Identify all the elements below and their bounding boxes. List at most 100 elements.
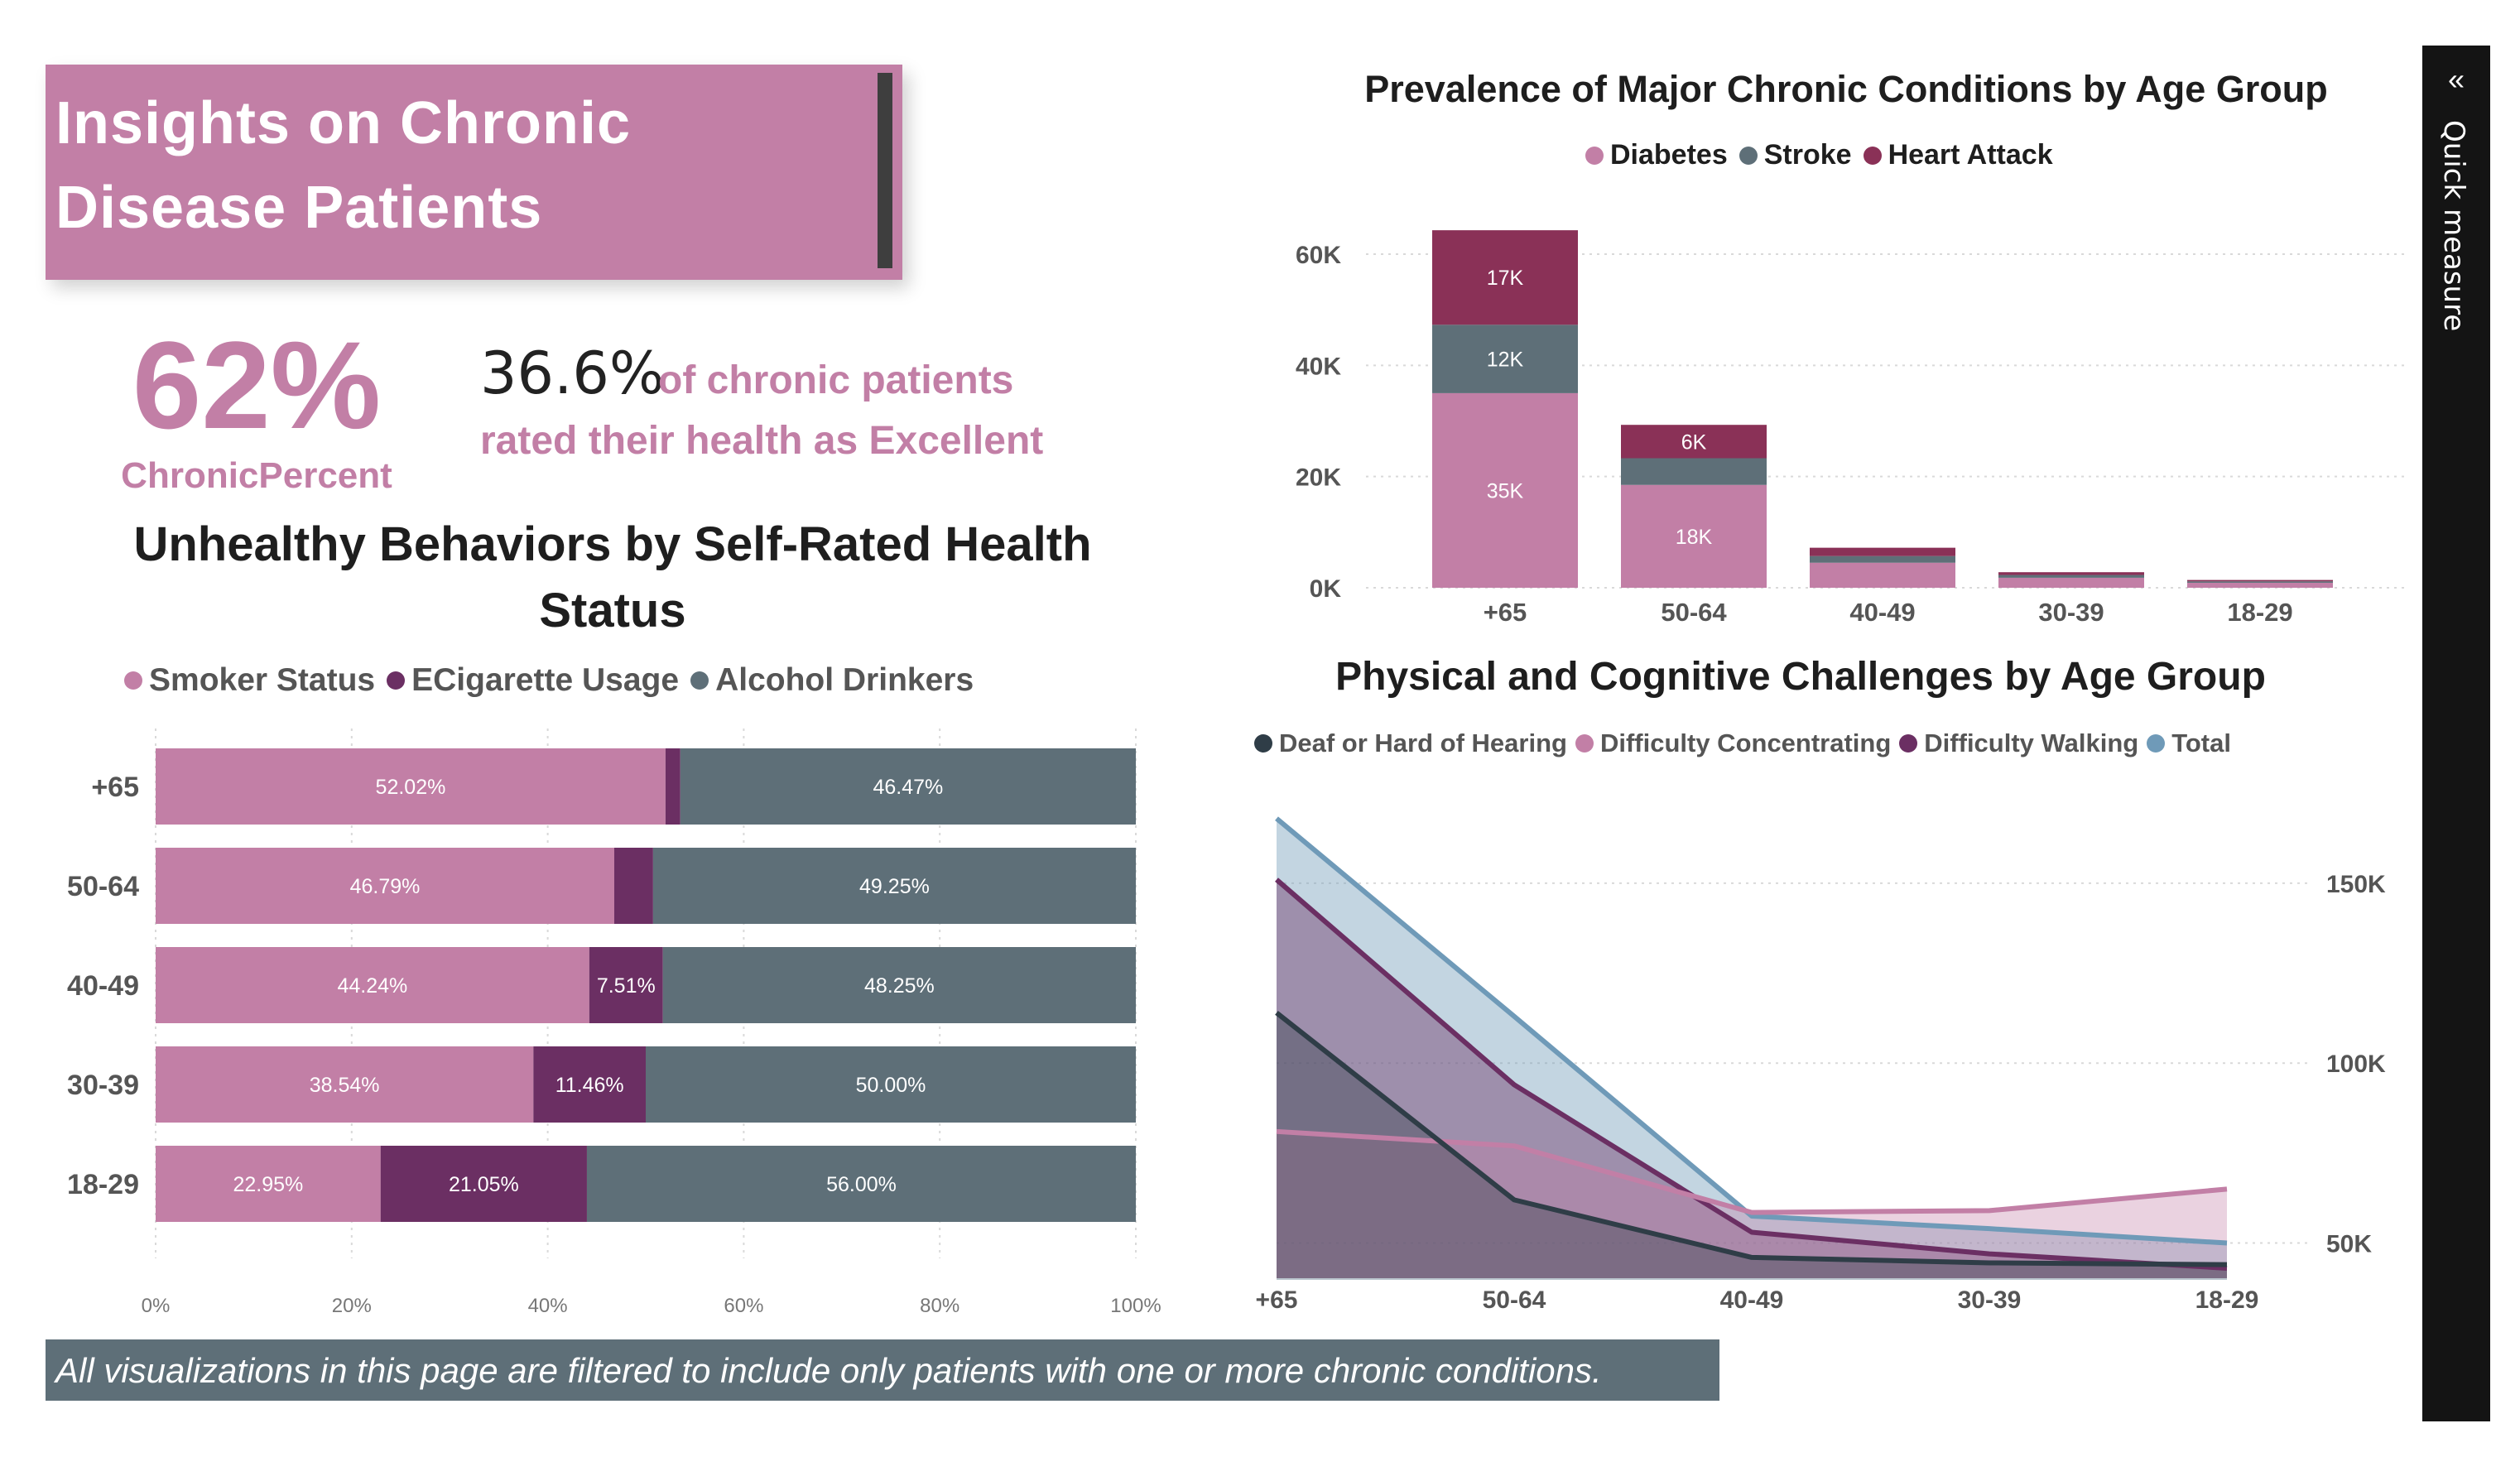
- data-label: 49.25%: [859, 875, 930, 898]
- bar-segment[interactable]: [586, 1146, 1136, 1222]
- data-label: 44.24%: [338, 974, 408, 998]
- data-label: 50.00%: [856, 1074, 926, 1097]
- kpi-excellent-text-line1: of chronic patients: [658, 358, 1014, 402]
- behaviors-chart-title-line1: Unhealthy Behaviors by Self-Rated Health: [133, 517, 1092, 571]
- data-label: 22.95%: [233, 1173, 303, 1196]
- legend-label: ECigarette Usage: [411, 662, 680, 698]
- kpi-excellent-value: 36.6%: [480, 339, 665, 407]
- bar-segment[interactable]: [652, 848, 1136, 924]
- quick-measure-label: Quick measure: [2437, 120, 2470, 332]
- bar-segment[interactable]: [1810, 562, 1955, 588]
- data-label: 48.25%: [864, 974, 935, 998]
- area-fill: [1277, 879, 2227, 1279]
- bar-segment[interactable]: [1998, 572, 2144, 575]
- challenges-chart-title: Physical and Cognitive Challenges by Age…: [1335, 655, 2266, 699]
- prevalence-legend: Diabetes Stroke Heart Attack: [1585, 139, 2065, 171]
- bar-segment[interactable]: [1621, 425, 1767, 459]
- data-label: 21.05%: [449, 1173, 519, 1196]
- data-label: 35K: [1487, 479, 1524, 502]
- behaviors-chart[interactable]: 0% 20% 40% 60% 80% 100% +65 52.02% 46.47% 50-64 46…: [0, 712, 1192, 1333]
- prevalence-chart-title: Prevalence of Major Chronic Conditions b…: [1364, 68, 2328, 110]
- data-label: 17K: [1487, 267, 1524, 290]
- legend-item-deaf[interactable]: Deaf or Hard of Hearing: [1254, 728, 1567, 758]
- bar-segment[interactable]: [665, 748, 680, 825]
- data-label: 7.51%: [597, 974, 656, 998]
- bar-segment[interactable]: [1998, 575, 2144, 578]
- bar-segment[interactable]: [662, 947, 1136, 1023]
- page-title-line1: Insights on Chronic: [55, 90, 631, 156]
- legend-item-ecigarette[interactable]: ECigarette Usage: [387, 662, 679, 699]
- bar-segment[interactable]: [533, 1046, 646, 1123]
- bar-segment[interactable]: [156, 748, 666, 825]
- data-label: 56.00%: [826, 1173, 897, 1196]
- bar-segment[interactable]: [1432, 230, 1578, 325]
- bar-segment[interactable]: [2187, 581, 2333, 583]
- series-line[interactable]: [1275, 816, 2228, 1246]
- legend-dot-icon: [124, 671, 142, 690]
- legend-dot-icon: [690, 671, 709, 690]
- title-banner: Insights on Chronic Disease Patients: [46, 65, 902, 280]
- x-tick-label: 100%: [1110, 1295, 1161, 1317]
- bar-segment[interactable]: [1810, 547, 1955, 556]
- bar-segment[interactable]: [156, 947, 589, 1023]
- legend-item-walking[interactable]: Difficulty Walking: [1899, 728, 2138, 758]
- quick-measure-pane[interactable]: « Quick measure: [2422, 46, 2490, 1421]
- x-tick-label: 40-49: [1849, 598, 1915, 627]
- bar-segment[interactable]: [1998, 577, 2144, 588]
- legend-item-concentrating[interactable]: Difficulty Concentrating: [1575, 728, 1891, 758]
- bar-segment[interactable]: [1432, 325, 1578, 393]
- category-label: 40-49: [67, 970, 139, 1002]
- double-chevron-left-icon[interactable]: «: [2447, 62, 2465, 96]
- behaviors-legend: Smoker Status ECigarette Usage Alcohol D…: [124, 662, 985, 699]
- legend-item-heart-attack[interactable]: Heart Attack: [1863, 139, 2053, 171]
- legend-label: Total: [2171, 728, 2231, 757]
- page-title: Insights on Chronic Disease Patients: [55, 81, 631, 250]
- title-accent-bar: [878, 73, 892, 268]
- bar-segment[interactable]: [2187, 579, 2333, 582]
- category-label: 30-39: [67, 1070, 139, 1101]
- legend-label: Difficulty Walking: [1924, 728, 2139, 757]
- data-label: 46.79%: [350, 875, 421, 898]
- bar-segment[interactable]: [1621, 458, 1767, 485]
- x-tick-label: 60%: [724, 1295, 763, 1317]
- page-title-line2: Disease Patients: [55, 175, 543, 241]
- y-tick-label: 0K: [1310, 575, 1342, 603]
- legend-item-stroke[interactable]: Stroke: [1739, 139, 1852, 171]
- x-tick-label: 30-39: [2038, 598, 2104, 627]
- bar-segment[interactable]: [646, 1046, 1136, 1123]
- bar-segment[interactable]: [1621, 484, 1767, 588]
- y-tick-label: 50K: [2326, 1231, 2372, 1258]
- bar-segment[interactable]: [156, 848, 614, 924]
- x-tick-label: +65: [1256, 1286, 1298, 1314]
- challenges-chart[interactable]: 50K 100K 150K +65 50-64 40-49 30-39 18-29: [1242, 778, 2417, 1325]
- bar-segment[interactable]: [2187, 582, 2333, 588]
- legend-item-diabetes[interactable]: Diabetes: [1585, 139, 1728, 171]
- data-label: 6K: [1681, 430, 1707, 454]
- series-line[interactable]: [1276, 1128, 2228, 1215]
- prevalence-chart[interactable]: 0K 20K 40K 60K 35K 12K 17K +65 18K 6K 50-64 40-49 30…: [1258, 207, 2417, 646]
- legend-item-alcohol[interactable]: Alcohol Drinkers: [690, 662, 974, 699]
- data-label: 12K: [1487, 349, 1524, 372]
- behaviors-chart-title: Unhealthy Behaviors by Self-Rated Health…: [46, 512, 1180, 644]
- series-line[interactable]: [1275, 1011, 2228, 1267]
- bar-segment[interactable]: [589, 947, 663, 1023]
- filter-note: All visualizations in this page are filt…: [46, 1339, 1719, 1401]
- bar-segment[interactable]: [380, 1146, 587, 1222]
- bar-segment[interactable]: [156, 1146, 381, 1222]
- series-line[interactable]: [1275, 878, 2228, 1271]
- legend-item-smoker[interactable]: Smoker Status: [124, 662, 375, 699]
- bar-segment[interactable]: [613, 848, 653, 924]
- category-label: +65: [91, 772, 139, 803]
- data-label: 11.46%: [555, 1074, 624, 1097]
- bar-segment[interactable]: [1810, 555, 1955, 563]
- bar-segment[interactable]: [680, 748, 1136, 825]
- y-tick-label: 100K: [2326, 1051, 2386, 1078]
- x-tick-label: 80%: [920, 1295, 959, 1317]
- legend-item-total[interactable]: Total: [2147, 728, 2231, 758]
- bar-segment[interactable]: [156, 1046, 534, 1123]
- bar-segment[interactable]: [1432, 392, 1578, 588]
- y-tick-label: 20K: [1296, 464, 1341, 492]
- kpi-chronic-percent-value: 62%: [132, 315, 382, 454]
- data-label: 38.54%: [310, 1074, 380, 1097]
- x-tick-label: 50-64: [1661, 598, 1727, 627]
